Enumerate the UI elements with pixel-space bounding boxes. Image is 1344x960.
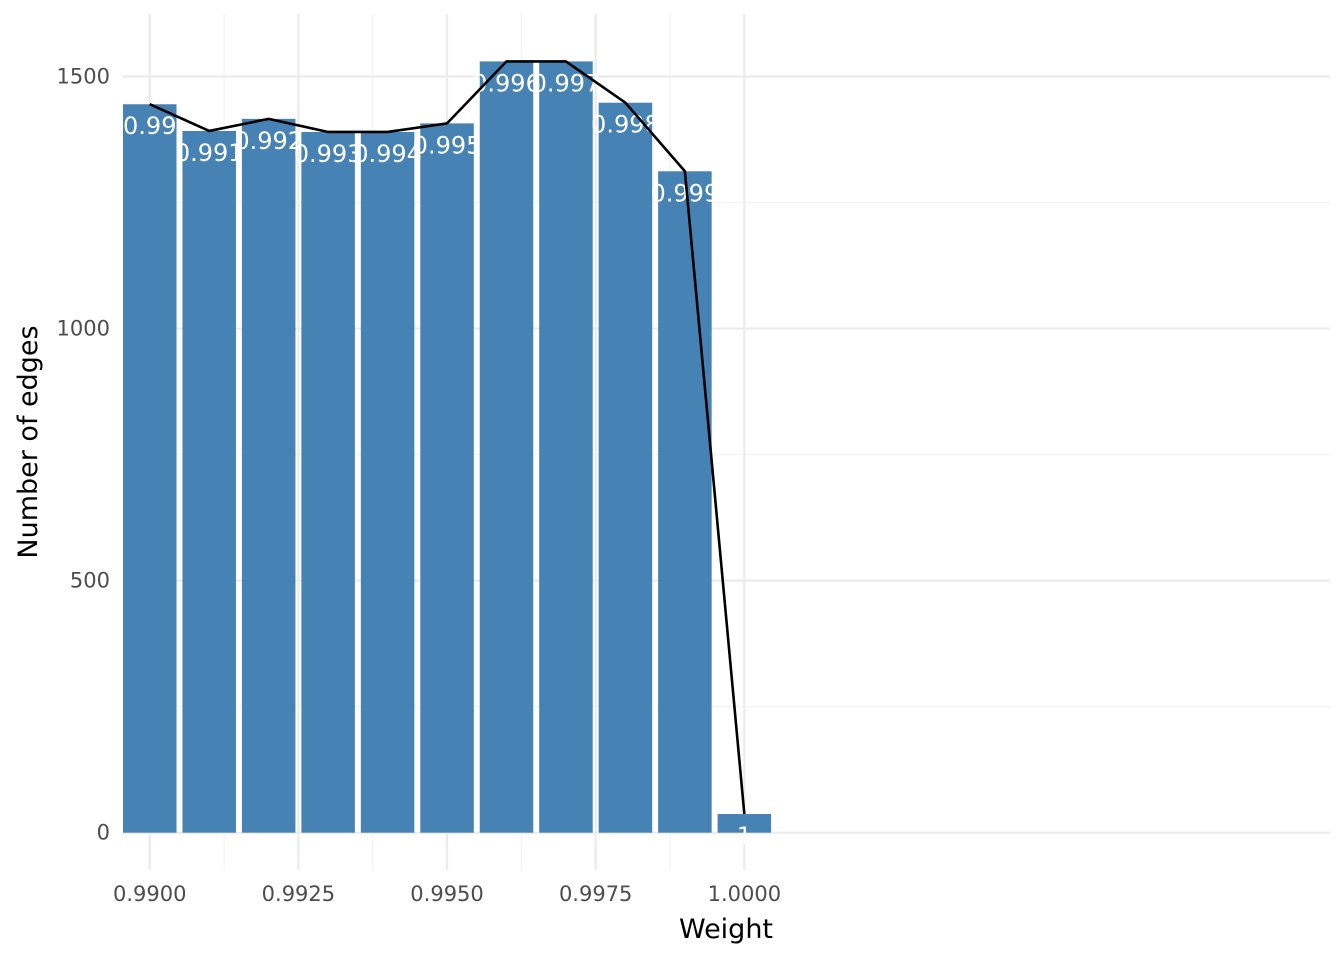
bars bbox=[123, 61, 772, 833]
bar-value-label: 1 bbox=[737, 822, 752, 850]
y-axis-title: Number of edges bbox=[13, 325, 44, 558]
bar bbox=[658, 171, 712, 833]
bar bbox=[598, 102, 653, 833]
bar bbox=[360, 131, 415, 833]
bar-value-label: 0.994 bbox=[353, 140, 422, 168]
bar bbox=[420, 123, 474, 833]
bar bbox=[717, 814, 772, 833]
x-axis-ticks: 0.9900 0.9925 0.9950 0.9975 1.0000 bbox=[113, 882, 781, 906]
bar-value-label: 0.991 bbox=[175, 139, 244, 167]
x-tick-label: 0.9900 bbox=[113, 882, 186, 906]
bar-value-label: 0.992 bbox=[234, 127, 303, 155]
bar-value-label: 0.998 bbox=[591, 111, 660, 139]
x-tick-label: 0.9975 bbox=[559, 882, 632, 906]
x-axis-title: Weight bbox=[679, 914, 773, 945]
y-tick-label: 0 bbox=[97, 821, 110, 845]
y-tick-label: 500 bbox=[70, 569, 110, 593]
trend-line bbox=[149, 60, 746, 815]
y-tick-label: 1500 bbox=[57, 65, 110, 89]
x-tick-label: 0.9950 bbox=[410, 882, 483, 906]
bar-value-label: 0.99 bbox=[123, 112, 176, 140]
bar-value-label: 0.997 bbox=[532, 69, 601, 97]
bar bbox=[123, 104, 177, 833]
bar bbox=[539, 61, 593, 833]
bar-value-label: 0.996 bbox=[472, 69, 541, 97]
x-tick-label: 1.0000 bbox=[708, 882, 781, 906]
y-axis-ticks: 0 500 1000 1500 bbox=[57, 65, 110, 845]
y-tick-label: 1000 bbox=[57, 317, 110, 341]
bar-value-label: 0.995 bbox=[413, 131, 482, 159]
bar bbox=[241, 118, 296, 833]
bar bbox=[301, 131, 355, 833]
bar-value-label: 0.993 bbox=[294, 140, 363, 168]
x-tick-label: 0.9925 bbox=[262, 882, 335, 906]
bar bbox=[479, 61, 534, 833]
bar bbox=[182, 130, 236, 833]
